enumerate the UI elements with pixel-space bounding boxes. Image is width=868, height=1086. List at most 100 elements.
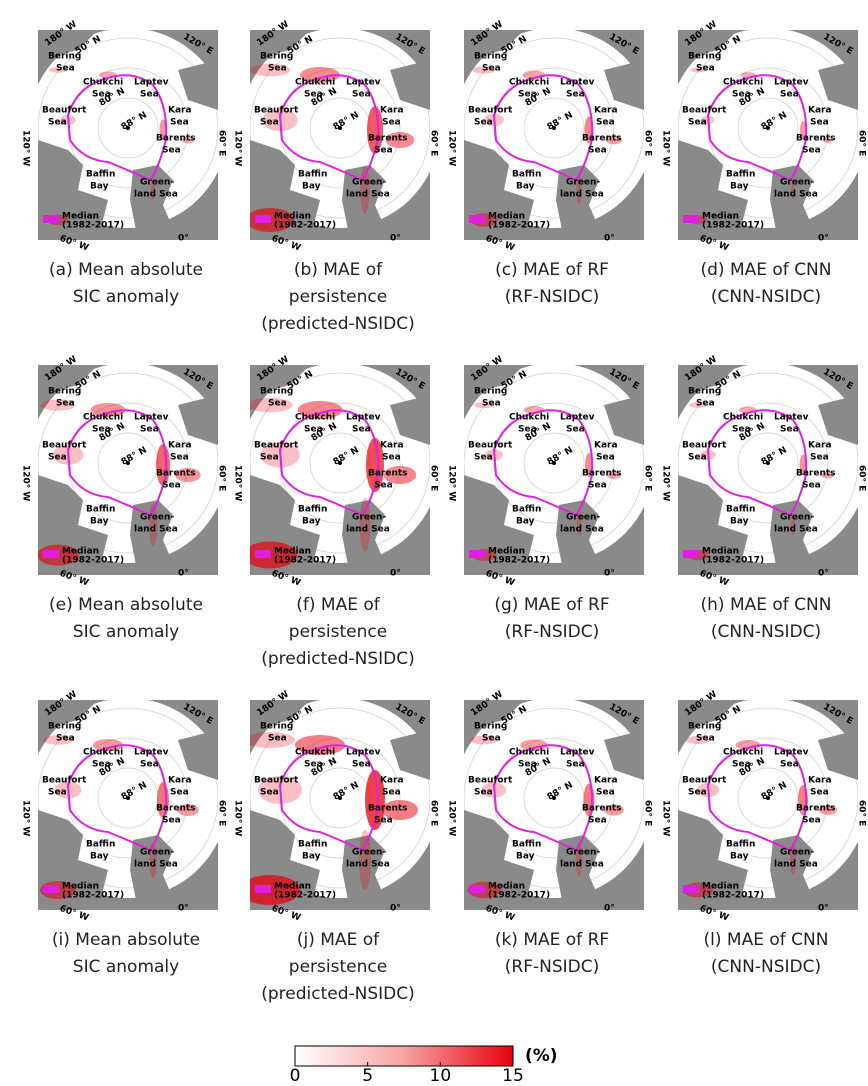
map-label: Sea bbox=[780, 425, 799, 435]
map-label: land Sea bbox=[774, 525, 818, 535]
map-label: Laptev bbox=[346, 748, 381, 758]
map-label: Sea bbox=[566, 90, 585, 100]
median-swatch bbox=[43, 215, 59, 223]
map-label: Sea bbox=[802, 146, 821, 156]
map-label: Bay bbox=[730, 517, 749, 527]
map-label: 120° W bbox=[21, 800, 31, 836]
map-label: 60° E bbox=[643, 465, 653, 491]
map-label: (1982-2017) bbox=[274, 891, 336, 901]
map-label: Barents bbox=[368, 134, 408, 144]
map-label: Sea bbox=[260, 453, 279, 463]
map-label: Laptev bbox=[560, 78, 595, 88]
map-label: Sea bbox=[140, 90, 159, 100]
median-swatch bbox=[255, 885, 271, 893]
caption: (predicted-NSIDC) bbox=[261, 984, 415, 1004]
map-label: (1982-2017) bbox=[488, 891, 550, 901]
map-label: Beaufort bbox=[254, 106, 299, 116]
map-label: Sea bbox=[810, 788, 829, 798]
map-label: (1982-2017) bbox=[488, 556, 550, 566]
caption: (b) MAE of bbox=[294, 260, 383, 280]
map-label: Sea bbox=[810, 118, 829, 128]
map-label: Sea bbox=[780, 90, 799, 100]
map-label: Green- bbox=[566, 513, 600, 523]
map-label: Sea bbox=[140, 425, 159, 435]
map-label: Sea bbox=[474, 118, 493, 128]
map-label: Sea bbox=[696, 399, 715, 409]
map-label: Sea bbox=[696, 734, 715, 744]
map-label: Beaufort bbox=[468, 441, 513, 451]
map-label: Baffin bbox=[726, 505, 755, 515]
map-label: Green- bbox=[140, 513, 174, 523]
map-label: Bay bbox=[730, 852, 749, 862]
median-swatch bbox=[255, 550, 271, 558]
map-label: 60° E bbox=[429, 800, 439, 826]
tick-label: 15 bbox=[502, 1066, 524, 1082]
map-label: Laptev bbox=[774, 748, 809, 758]
map-label: 0° bbox=[390, 569, 401, 579]
map-label: Bering bbox=[260, 52, 293, 62]
map-label: Bering bbox=[474, 387, 507, 397]
map-label: 0° bbox=[604, 904, 615, 914]
map-label: Barents bbox=[796, 469, 836, 479]
map-label: Sea bbox=[374, 816, 393, 826]
map-label: Kara bbox=[380, 441, 404, 451]
map-label: Beaufort bbox=[42, 106, 87, 116]
map-label: Bering bbox=[688, 387, 721, 397]
map-label: Sea bbox=[162, 816, 181, 826]
map-label: Sea bbox=[566, 760, 585, 770]
map-label: Bering bbox=[260, 722, 293, 732]
median-swatch bbox=[683, 885, 699, 893]
map-label: Barents bbox=[368, 469, 408, 479]
map-label: Barents bbox=[582, 469, 622, 479]
map-label: Sea bbox=[162, 481, 181, 491]
map-label: 60° E bbox=[643, 130, 653, 156]
map-label: 60° E bbox=[857, 465, 867, 491]
map-label: 60° E bbox=[643, 800, 653, 826]
map-label: 0° bbox=[604, 569, 615, 579]
map-label: Green- bbox=[566, 178, 600, 188]
caption: persistence bbox=[289, 622, 387, 642]
map-label: Sea bbox=[56, 399, 75, 409]
map-label: Beaufort bbox=[468, 106, 513, 116]
map-label: Bering bbox=[48, 722, 81, 732]
map-label: Sea bbox=[382, 118, 401, 128]
map-label: Sea bbox=[688, 118, 707, 128]
map-label: Barents bbox=[796, 804, 836, 814]
map-label: Kara bbox=[168, 776, 192, 786]
map-label: land Sea bbox=[346, 860, 390, 870]
caption: persistence bbox=[289, 287, 387, 307]
map-label: Laptev bbox=[346, 78, 381, 88]
map-label: Laptev bbox=[774, 413, 809, 423]
map-label: Green- bbox=[140, 848, 174, 858]
map-label: 0° bbox=[390, 234, 401, 244]
caption: (CNN-NSIDC) bbox=[711, 957, 821, 977]
caption: (a) Mean absolute bbox=[49, 260, 203, 280]
map-label: Sea bbox=[56, 734, 75, 744]
median-swatch bbox=[469, 215, 485, 223]
map-label: Green- bbox=[566, 848, 600, 858]
median-swatch bbox=[469, 885, 485, 893]
tick-label: 10 bbox=[430, 1066, 452, 1082]
map-label: (1982-2017) bbox=[62, 221, 124, 231]
map-label: 60° E bbox=[857, 130, 867, 156]
map-label: Chukchi bbox=[295, 748, 335, 758]
map-label: 120° W bbox=[21, 130, 31, 166]
map-label: land Sea bbox=[134, 860, 178, 870]
map-label: Sea bbox=[474, 788, 493, 798]
map-label: 60° E bbox=[217, 130, 227, 156]
map-label: Baffin bbox=[86, 505, 115, 515]
map-label: Beaufort bbox=[42, 776, 87, 786]
caption: (CNN-NSIDC) bbox=[711, 622, 821, 642]
caption: (RF-NSIDC) bbox=[505, 622, 599, 642]
map-label: land Sea bbox=[346, 525, 390, 535]
map-label: Barents bbox=[582, 134, 622, 144]
map-label: Sea bbox=[482, 734, 501, 744]
median-swatch bbox=[469, 550, 485, 558]
map-label: (1982-2017) bbox=[702, 891, 764, 901]
caption: (c) MAE of RF bbox=[495, 260, 609, 280]
